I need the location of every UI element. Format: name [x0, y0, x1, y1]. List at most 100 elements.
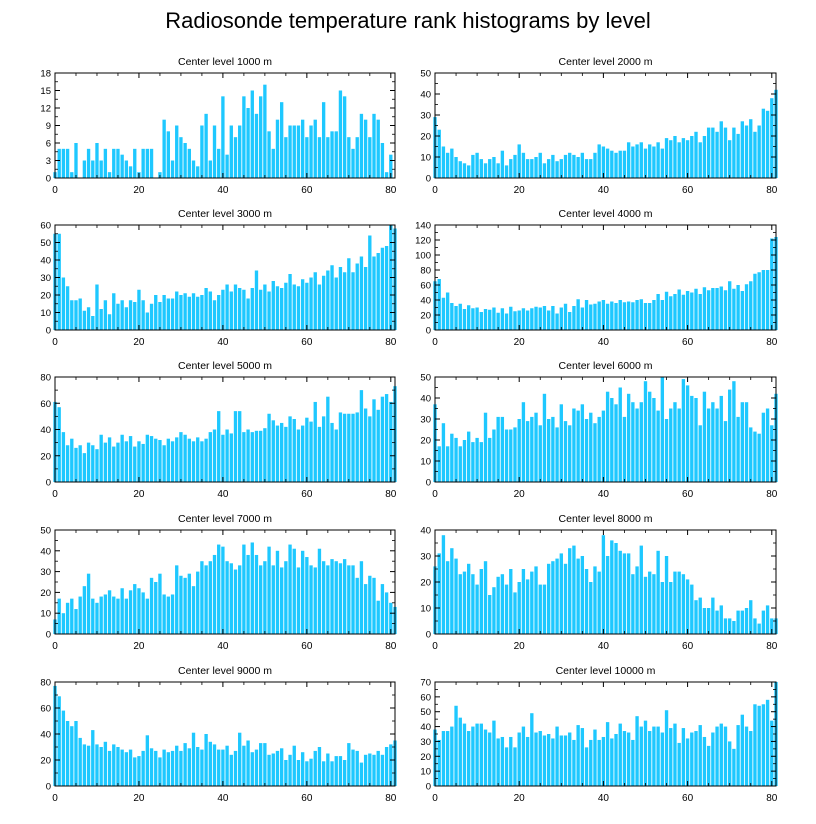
bar — [78, 737, 82, 786]
x-tick-label: 40 — [598, 185, 610, 196]
bar — [170, 441, 175, 482]
bar — [162, 295, 166, 330]
x-tick-label: 60 — [301, 641, 313, 652]
bar — [347, 565, 351, 634]
bar — [212, 744, 217, 786]
bar — [664, 419, 669, 482]
bar — [593, 423, 597, 482]
bar — [99, 160, 103, 178]
bar — [483, 561, 488, 634]
bar — [555, 161, 559, 178]
y-tick-label: 60 — [40, 399, 51, 410]
bar — [279, 288, 284, 330]
bar — [229, 433, 233, 482]
bar — [292, 125, 296, 178]
bar — [488, 595, 492, 634]
bar — [576, 157, 580, 178]
bar — [355, 750, 359, 786]
bar — [639, 402, 643, 482]
bar — [271, 148, 275, 178]
bar — [217, 295, 221, 330]
bar — [233, 750, 238, 786]
bar — [555, 427, 559, 482]
bar — [321, 761, 326, 786]
bar — [740, 291, 745, 330]
bar — [95, 744, 99, 786]
bar — [368, 416, 372, 482]
bar — [652, 398, 656, 482]
bar — [246, 429, 250, 482]
bar — [380, 754, 385, 786]
bar — [103, 741, 108, 786]
bar — [488, 437, 492, 482]
bar — [648, 144, 652, 178]
bar — [702, 391, 707, 482]
bar — [351, 413, 355, 482]
x-tick-label: 0 — [432, 185, 438, 196]
bar — [740, 714, 745, 786]
bar — [538, 307, 542, 330]
bar — [610, 738, 614, 786]
bar — [57, 696, 61, 786]
x-tick-label: 40 — [598, 337, 610, 348]
bar — [191, 160, 196, 178]
y-tick-label: 30 — [420, 552, 431, 563]
bar — [706, 745, 711, 786]
bar — [334, 429, 338, 482]
bar — [770, 618, 774, 634]
bar — [57, 233, 61, 330]
y-tick-label: 80 — [40, 678, 51, 689]
bar — [475, 584, 479, 634]
bar — [334, 131, 338, 178]
bar — [187, 748, 191, 786]
bar — [288, 416, 292, 482]
x-tick-label: 20 — [514, 793, 526, 804]
bar — [200, 295, 204, 330]
x-tick-label: 60 — [301, 489, 313, 500]
bar — [116, 148, 120, 178]
bar — [685, 291, 690, 330]
bar — [225, 154, 229, 178]
bar — [445, 731, 450, 786]
bar — [601, 410, 606, 482]
bar — [458, 446, 462, 482]
bar — [288, 754, 292, 786]
bar — [70, 300, 74, 330]
bar — [761, 610, 766, 634]
bar — [580, 307, 585, 330]
bar — [618, 300, 622, 330]
bar — [732, 381, 736, 482]
bar — [669, 296, 673, 330]
bar — [732, 621, 736, 634]
bar — [166, 438, 171, 482]
bar — [313, 750, 317, 786]
bar — [70, 598, 74, 634]
y-tick-label: 60 — [40, 221, 51, 232]
x-tick-label: 60 — [682, 489, 694, 500]
bar — [744, 402, 749, 482]
bar — [626, 393, 631, 482]
bar — [317, 426, 322, 482]
bar — [681, 574, 686, 634]
bar — [445, 561, 450, 634]
bar — [500, 308, 505, 330]
bar — [753, 431, 757, 482]
bar — [347, 137, 351, 178]
bar — [212, 300, 217, 330]
bar — [330, 761, 334, 786]
bar — [149, 436, 154, 482]
bar — [326, 565, 330, 634]
bar — [368, 753, 372, 786]
bar — [732, 748, 736, 786]
bar — [187, 573, 191, 634]
bar — [284, 760, 288, 786]
bar — [479, 312, 483, 330]
bar — [187, 296, 191, 330]
bar — [660, 732, 665, 786]
bar — [351, 272, 355, 330]
bar — [78, 596, 82, 634]
bar — [458, 161, 462, 178]
bar — [133, 148, 137, 178]
bar — [622, 416, 627, 482]
bar — [723, 726, 728, 786]
